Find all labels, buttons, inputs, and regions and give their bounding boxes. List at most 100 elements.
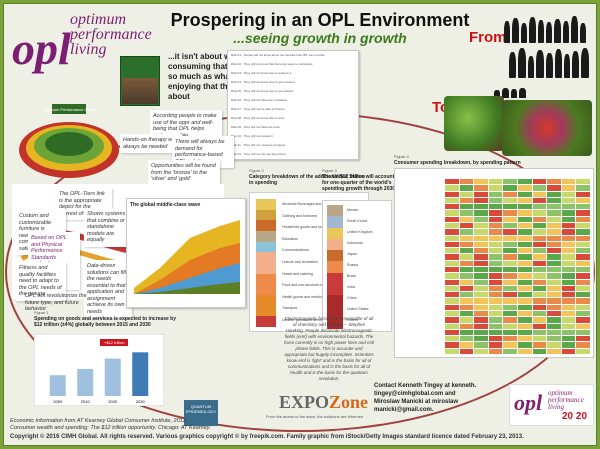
heatmap-cell bbox=[518, 197, 532, 204]
heatmap-cell bbox=[503, 260, 517, 266]
heatmap-cell bbox=[547, 323, 561, 329]
note-opportunities: Opportunities will be found from the 'br… bbox=[148, 160, 220, 186]
heatmap-cell bbox=[459, 304, 474, 310]
contact-line[interactable]: manicki@gmail.com. bbox=[374, 407, 434, 413]
heatmap-cell bbox=[518, 210, 532, 216]
heatmap-cell bbox=[459, 260, 474, 266]
heatmap-cell bbox=[503, 266, 517, 273]
heatmap-cell bbox=[561, 342, 576, 348]
logo-line1: optimum bbox=[70, 11, 126, 28]
heatmap-cell bbox=[561, 229, 576, 235]
note-ribbon6: Data-driven solutions can fill the needs… bbox=[84, 260, 132, 318]
heatmap-cell bbox=[576, 191, 590, 197]
heatmap-cell bbox=[503, 210, 517, 216]
contact-line[interactable]: tingey@cimhglobal.com and bbox=[374, 391, 456, 397]
heatmap-cell bbox=[518, 222, 532, 229]
fig1-tick-label: 2000 bbox=[53, 399, 63, 404]
logo-line2: performance bbox=[70, 26, 152, 43]
heatmap-cell bbox=[445, 317, 459, 323]
heatmap-row-labels bbox=[398, 179, 444, 354]
fig1-tick-label: 2010 bbox=[81, 399, 91, 404]
research-row: Risk 06 · They will not have the motivat… bbox=[231, 98, 288, 102]
heatmap-cell bbox=[474, 285, 488, 292]
heatmap-cell bbox=[518, 304, 532, 310]
heatmap-cell bbox=[474, 298, 488, 304]
heatmap-cell bbox=[561, 348, 576, 354]
heatmap-cell bbox=[459, 179, 474, 185]
heatmap-cell bbox=[445, 292, 459, 298]
silhouette-row-top bbox=[504, 16, 588, 43]
fig1-bar bbox=[49, 375, 66, 396]
heatmap-cell bbox=[547, 222, 561, 229]
note-ribbon5: Fitness and quality facilities need to a… bbox=[16, 262, 66, 301]
heatmap-cell bbox=[576, 185, 590, 191]
heatmap-cell bbox=[503, 323, 517, 329]
heatmap-cell bbox=[503, 191, 517, 197]
heatmap-cell bbox=[459, 323, 474, 329]
heatmap-cell bbox=[561, 210, 576, 216]
heatmap-cell bbox=[518, 179, 532, 185]
person-silhouette-icon bbox=[546, 53, 553, 78]
heatmap-cell bbox=[445, 229, 459, 235]
heatmap-cell bbox=[459, 185, 474, 191]
heatmap-cell bbox=[445, 342, 459, 348]
heatmap-cell bbox=[474, 179, 488, 185]
heatmap-cell bbox=[561, 279, 576, 285]
heatmap-cell bbox=[474, 197, 488, 204]
heatmap-cell bbox=[561, 336, 576, 342]
fig1-bar bbox=[104, 358, 121, 396]
heatmap-cell bbox=[576, 323, 590, 329]
heatmap-cell bbox=[547, 197, 561, 204]
heatmap-cell bbox=[445, 222, 459, 229]
heatmap-cell bbox=[576, 197, 590, 204]
heatmap-cell bbox=[561, 317, 576, 323]
heatmap-cell bbox=[474, 241, 488, 248]
heatmap-cell bbox=[503, 204, 517, 210]
heatmap-cell bbox=[518, 285, 532, 292]
heatmap-cell bbox=[445, 210, 459, 216]
heatmap-cell bbox=[518, 266, 532, 273]
heatmap-cell bbox=[488, 210, 503, 216]
heatmap-cell bbox=[503, 336, 517, 342]
heatmap-cell bbox=[488, 279, 503, 285]
person-silhouette-icon bbox=[504, 21, 510, 43]
heatmap-cell bbox=[474, 248, 488, 254]
heatmap-cell bbox=[561, 197, 576, 204]
heatmap-cell bbox=[503, 329, 517, 336]
heatmap-cell bbox=[532, 248, 547, 254]
heatmap-cell bbox=[576, 241, 590, 248]
heatmap-cell bbox=[561, 216, 576, 222]
heatmap-cell bbox=[518, 241, 532, 248]
heatmap-cell bbox=[547, 191, 561, 197]
heatmap-cell bbox=[488, 185, 503, 191]
heatmap-cell bbox=[576, 254, 590, 260]
heatmap-cell bbox=[547, 260, 561, 266]
expo-zone-tagline: From the atoms to the stars, the solutio… bbox=[266, 414, 364, 419]
heatmap-cell bbox=[488, 348, 503, 354]
fig1-annotation-badge bbox=[100, 339, 128, 346]
heatmap-cell bbox=[518, 336, 532, 342]
heatmap-cell bbox=[459, 204, 474, 210]
heatmap-cell bbox=[459, 348, 474, 354]
heatmap-cell bbox=[488, 254, 503, 260]
heatmap-cell bbox=[488, 204, 503, 210]
heatmap-cell bbox=[518, 273, 532, 279]
fig2-stacked-bar bbox=[256, 199, 276, 328]
heatmap-cell bbox=[488, 292, 503, 298]
heatmap-cell bbox=[561, 222, 576, 229]
heatmap-cell bbox=[532, 317, 547, 323]
research-row: Risk 09 · They will not have the tools bbox=[231, 125, 280, 129]
heatmap-cell bbox=[459, 216, 474, 222]
heatmap-cell bbox=[445, 191, 459, 197]
person-silhouette-icon bbox=[536, 50, 544, 78]
heatmap-cell bbox=[518, 254, 532, 260]
heatmap-cell bbox=[547, 179, 561, 185]
opl-rings-diagram: Optimum Performance Living bbox=[19, 104, 119, 178]
heatmap-cell bbox=[488, 229, 503, 235]
heatmap-cell bbox=[488, 241, 503, 248]
heatmap-cell bbox=[503, 273, 517, 279]
heatmap-cell bbox=[445, 304, 459, 310]
heatmap-cell bbox=[576, 292, 590, 298]
heatmap-cell bbox=[459, 336, 474, 342]
heatmap-cell bbox=[445, 241, 459, 248]
